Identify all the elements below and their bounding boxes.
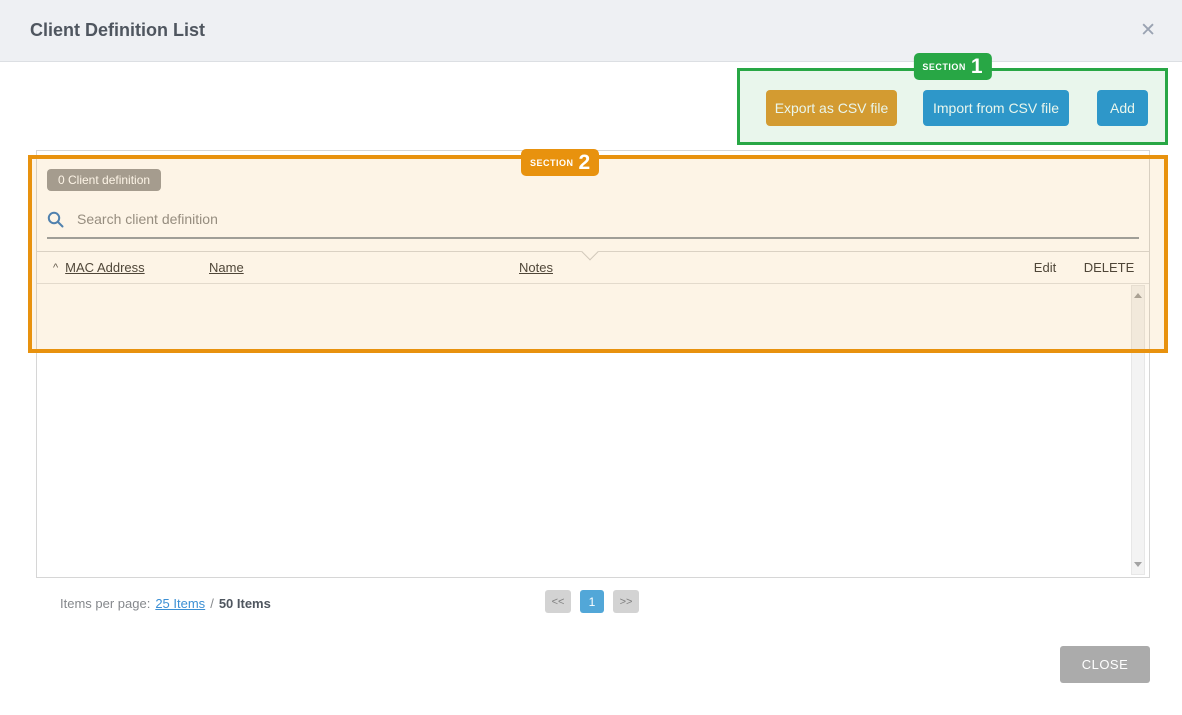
import-csv-button[interactable]: Import from CSV file: [923, 90, 1069, 126]
column-header-notes[interactable]: Notes: [519, 260, 553, 275]
column-header-name[interactable]: Name: [209, 260, 244, 275]
scroll-up-icon[interactable]: [1134, 293, 1142, 298]
search-icon: [47, 211, 64, 227]
items-per-page: Items per page: 25 Items / 50 Items: [60, 596, 271, 611]
total-items-label: 50 Items: [218, 596, 271, 611]
table-scrollbar[interactable]: [1131, 285, 1145, 575]
count-badge: 0 Client definition: [47, 169, 162, 191]
dialog-header: Client Definition List ✕: [0, 0, 1182, 62]
add-button[interactable]: Add: [1097, 90, 1148, 126]
pagination-separator: /: [210, 596, 214, 611]
close-icon[interactable]: ✕: [1140, 20, 1156, 41]
search-bar: [47, 201, 1139, 239]
items-per-page-label: Items per page:: [60, 596, 151, 611]
client-definition-table: 0 Client definition ^ MAC Address Name N…: [36, 150, 1150, 578]
sort-asc-icon: ^: [53, 261, 59, 274]
column-header-edit: Edit: [1033, 260, 1057, 275]
column-header-delete: DELETE: [1083, 260, 1135, 275]
column-header-mac-address[interactable]: MAC Address: [65, 260, 145, 275]
scroll-down-icon[interactable]: [1134, 562, 1142, 567]
export-csv-button[interactable]: Export as CSV file: [766, 90, 897, 126]
page-title: Client Definition List: [30, 20, 205, 40]
header-notch-icon: [581, 243, 599, 261]
table-body: [37, 284, 1149, 577]
current-page-button[interactable]: 1: [580, 590, 604, 613]
search-input[interactable]: [75, 210, 679, 228]
first-page-button[interactable]: <<: [545, 590, 571, 613]
page-size-link[interactable]: 25 Items: [155, 596, 206, 611]
last-page-button[interactable]: >>: [613, 590, 639, 613]
close-button[interactable]: CLOSE: [1060, 646, 1150, 683]
table-header-row: ^ MAC Address Name Notes Edit DELETE: [37, 243, 1149, 284]
pagination: << 1 >>: [545, 590, 639, 613]
